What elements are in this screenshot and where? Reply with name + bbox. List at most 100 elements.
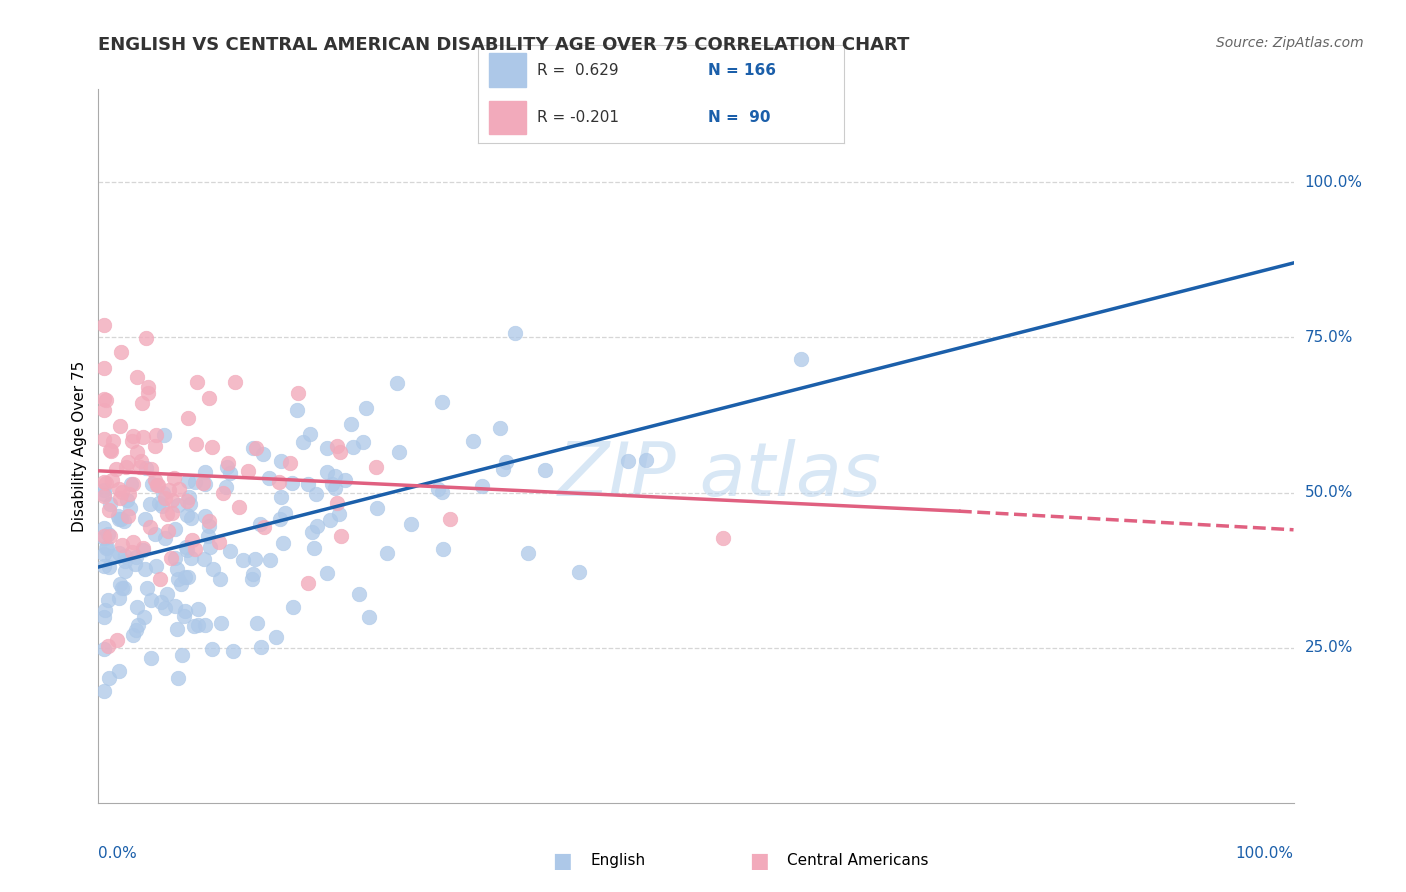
Text: 100.0%: 100.0% (1236, 846, 1294, 861)
Point (93, 531, 115, 545)
Point (167, 672, 190, 686)
Point (246, 616, 269, 631)
Point (264, 630, 287, 644)
Point (96, 475, 118, 490)
Point (101, 549, 124, 564)
Point (274, 507, 297, 521)
Point (167, 572, 190, 586)
Point (100, 443, 122, 458)
Point (301, 525, 323, 540)
Point (218, 456, 240, 470)
Text: R = -0.201: R = -0.201 (537, 110, 619, 125)
Point (114, 554, 136, 568)
Point (165, 522, 187, 536)
Point (173, 570, 195, 584)
Point (121, 545, 143, 559)
Point (198, 518, 221, 533)
Point (432, 395, 454, 409)
Point (108, 511, 131, 525)
Point (503, 326, 526, 340)
Point (155, 600, 177, 615)
Point (201, 642, 224, 657)
Point (267, 475, 290, 490)
Point (323, 468, 346, 483)
Text: ■: ■ (749, 851, 769, 871)
Point (124, 558, 146, 572)
Point (297, 477, 319, 491)
Point (108, 665, 131, 679)
Point (118, 487, 141, 501)
Point (97, 526, 120, 541)
Point (93, 318, 115, 332)
Point (132, 541, 155, 556)
Point (105, 633, 128, 648)
Text: ENGLISH VS CENTRAL AMERICAN DISABILITY AGE OVER 75 CORRELATION CHART: ENGLISH VS CENTRAL AMERICAN DISABILITY A… (98, 36, 910, 54)
Point (176, 543, 198, 558)
Point (93, 529, 115, 543)
Point (134, 512, 156, 526)
Point (180, 550, 202, 565)
Point (176, 475, 198, 489)
Point (790, 351, 813, 366)
Point (328, 507, 350, 521)
Point (316, 566, 339, 581)
Point (245, 441, 267, 455)
Point (280, 456, 302, 470)
Point (125, 370, 148, 384)
Point (238, 464, 260, 478)
Point (125, 600, 148, 615)
Text: ■: ■ (553, 851, 572, 871)
Point (388, 444, 411, 458)
Point (132, 543, 155, 558)
Point (93, 559, 115, 574)
Point (495, 455, 517, 469)
Point (131, 395, 153, 409)
Point (342, 440, 364, 454)
Text: 100.0%: 100.0% (1305, 175, 1362, 190)
Point (209, 572, 232, 586)
Point (98, 502, 121, 516)
Point (114, 549, 136, 564)
Point (155, 507, 177, 521)
Point (141, 593, 163, 607)
Point (152, 428, 174, 442)
Point (93, 487, 115, 501)
Point (217, 460, 239, 475)
Point (219, 544, 242, 558)
Point (108, 419, 131, 434)
Point (176, 508, 198, 522)
Point (197, 528, 219, 542)
Point (287, 386, 309, 401)
Point (93, 483, 115, 497)
Point (170, 577, 193, 591)
Point (145, 559, 167, 574)
Point (115, 493, 138, 508)
Point (111, 581, 134, 595)
Point (134, 562, 156, 576)
Point (299, 426, 322, 441)
Bar (489, 101, 526, 134)
Point (357, 609, 380, 624)
Point (304, 541, 326, 555)
Point (329, 445, 352, 459)
Point (176, 570, 198, 584)
Point (112, 581, 135, 595)
Point (326, 439, 349, 453)
Point (242, 566, 264, 581)
Point (245, 552, 267, 566)
Point (122, 428, 145, 442)
Point (352, 434, 374, 449)
Point (156, 524, 179, 538)
Point (269, 512, 291, 526)
Point (180, 510, 202, 524)
Point (97, 560, 120, 574)
Point (141, 461, 163, 475)
Point (157, 483, 180, 498)
Point (194, 618, 217, 632)
Point (232, 553, 254, 567)
Point (127, 618, 149, 632)
Point (120, 476, 142, 491)
Point (184, 437, 207, 451)
Point (349, 586, 371, 600)
Point (112, 514, 135, 528)
